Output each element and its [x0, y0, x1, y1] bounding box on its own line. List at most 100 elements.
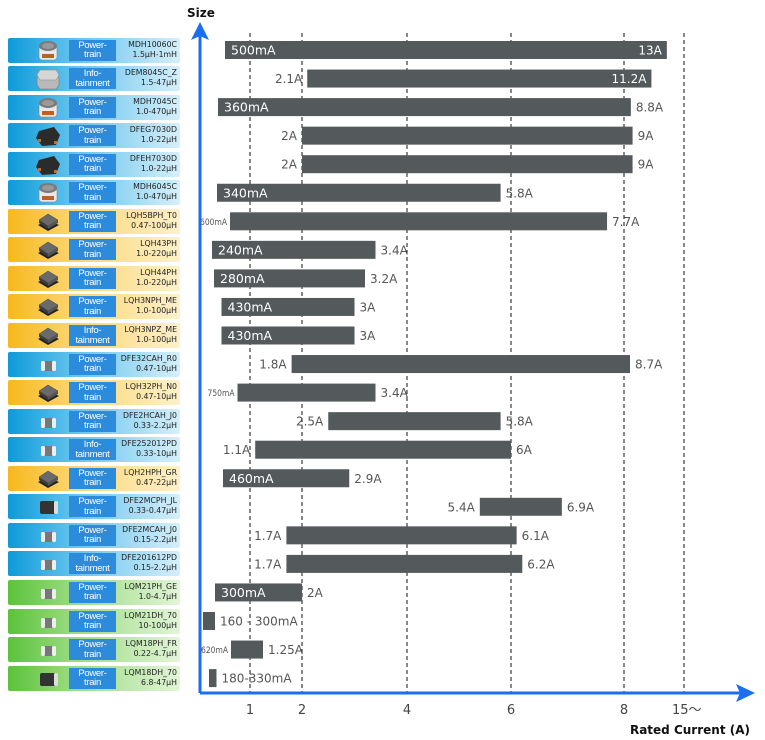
inductance-range: 10-100μH [138, 620, 177, 630]
chip-inductor-icon [34, 439, 62, 461]
max-current-label: 8.7A [635, 358, 663, 372]
application-badge: Power-train [69, 39, 116, 61]
part-number: LQH3NPH_ME [123, 296, 177, 306]
badge-line: train [84, 591, 101, 603]
badge-line: tainment [75, 334, 110, 346]
badge-line: Power- [78, 610, 107, 622]
min-current-label: 750mA [208, 389, 236, 399]
part-number: DEM8045C_Z [124, 68, 177, 78]
product-row: Power-train LQH5BPH_T0 0.47-100μH [8, 208, 180, 234]
application-badge: Power-train [69, 296, 116, 318]
inductance-range: 1.0-22μH [141, 135, 177, 145]
inductance-range: 0.33-10μH [136, 449, 177, 459]
max-current-label: 1.25A [268, 643, 304, 657]
badge-line: train [84, 677, 101, 689]
part-number: DFE2MCPH_JL [123, 496, 177, 506]
min-current-label: 1.1A [223, 443, 251, 457]
part-number: LQH44PH [140, 267, 177, 277]
molded-coil-silver-icon [34, 68, 62, 90]
application-badge: Power-train [69, 210, 116, 232]
part-number: DFE2MCAH_J0 [122, 524, 177, 534]
application-badge: Power-train [69, 581, 116, 603]
part-number: DFEH7030D [129, 153, 177, 163]
badge-line: Info- [83, 325, 102, 336]
max-current-label: 3A [360, 300, 377, 314]
product-row: Info-tainment LQH3NPZ_ME 1.0-100μH [8, 323, 180, 348]
badge-line: Info- [83, 439, 102, 451]
min-current-label: 430mA [228, 328, 273, 343]
range-bar [328, 412, 501, 431]
badge-line: Power- [78, 153, 107, 165]
application-badge: Power-train [69, 667, 116, 689]
part-number: MDH6045C [133, 182, 177, 192]
max-current-label: 6.2A [527, 557, 555, 571]
product-row: Power-train DFE2HCAH_J0 0.33-2.2μH [8, 408, 180, 434]
shielded-inductor-icon [34, 382, 62, 404]
max-current-label: 2.9A [354, 472, 382, 486]
part-info: DFE252012PD 0.33-10μH [121, 439, 177, 459]
max-current-label: 3A [360, 329, 377, 343]
range-bar [291, 355, 630, 374]
part-info: LQM18PH_FR 0.22-4.7μH [126, 639, 178, 659]
min-current-label: 360mA [224, 100, 269, 115]
wire-wound-coil-icon [34, 97, 62, 119]
product-row: Power-train LQH44PH 1.0-220μH [8, 265, 180, 291]
badge-line: train [84, 277, 101, 289]
min-current-label: 620mA [201, 646, 229, 656]
range-bar [215, 583, 302, 602]
chip-inductor-icon [34, 582, 62, 604]
max-current-label: 3.4A [381, 386, 409, 400]
badge-line: train [84, 477, 101, 489]
badge-line: Power- [78, 667, 107, 679]
badge-line: train [84, 134, 101, 146]
inductance-range: 0.33-2.2μH [133, 420, 177, 430]
range-bar [286, 554, 523, 573]
inductance-range: 6.8-47μH [141, 677, 177, 687]
molded-inductor-black-icon [34, 125, 62, 147]
max-current-label: 5.8A [506, 415, 534, 429]
min-current-label: 280mA [220, 271, 265, 286]
part-info: MDH10060C 1.5μH-1mH [128, 40, 177, 60]
badge-line: Power- [78, 467, 107, 479]
badge-line: Power- [78, 581, 107, 593]
part-info: LQH32PH_N0 0.47-10μH [125, 382, 177, 402]
part-number: LQM18PH_FR [125, 639, 178, 649]
part-info: LQH3NPH_ME 1.0-100μH [124, 296, 177, 316]
part-number: LQH43PH [140, 239, 177, 249]
badge-line: Power- [78, 96, 107, 108]
application-badge: Power-train [69, 524, 116, 546]
inductance-range: 1.0-470μH [136, 106, 177, 116]
range-bar [255, 440, 511, 459]
badge-line: train [84, 391, 101, 403]
part-number: DFE2HCAH_J0 [122, 410, 177, 420]
part-number: LQH2HPH_GR [123, 467, 177, 477]
application-badge: Info-tainment [69, 439, 116, 461]
badge-line: train [84, 191, 101, 203]
product-row: Power-train LQH43PH 1.0-220μH [8, 237, 180, 263]
inductance-range: 1.0-4.7μH [138, 591, 177, 601]
application-badge: Power-train [69, 410, 116, 432]
max-current-label: 9A [638, 129, 655, 143]
product-row: Power-train MDH6045C 1.0-470μH [8, 180, 180, 206]
badge-line: train [84, 648, 101, 660]
chip-inductor-icon [34, 553, 62, 575]
max-current-label: 160 - 300mA [220, 615, 298, 629]
part-info: LQH5BPH_T0 0.47-100μH [126, 211, 177, 231]
inductance-range: 1.0-220μH [136, 249, 177, 259]
badge-line: train [84, 248, 101, 260]
badge-line: tainment [75, 562, 110, 574]
part-info: DFE2MCAH_J0 0.15-2.2μH [122, 525, 177, 545]
badge-line: Power- [78, 267, 107, 279]
badge-line: tainment [75, 77, 110, 89]
badge-line: Power- [78, 639, 107, 651]
shielded-inductor-icon [34, 239, 62, 261]
badge-line: Power- [78, 410, 107, 422]
product-row: Power-train DFEH7030D 1.0-22μH [8, 151, 180, 177]
max-current-label: 13A [638, 44, 662, 58]
max-current-label: 9A [638, 158, 655, 172]
shielded-inductor-icon [34, 268, 62, 290]
min-current-label: 1.7A [254, 529, 282, 543]
chip-inductor-dark-icon [34, 668, 62, 690]
range-bar [302, 126, 633, 145]
